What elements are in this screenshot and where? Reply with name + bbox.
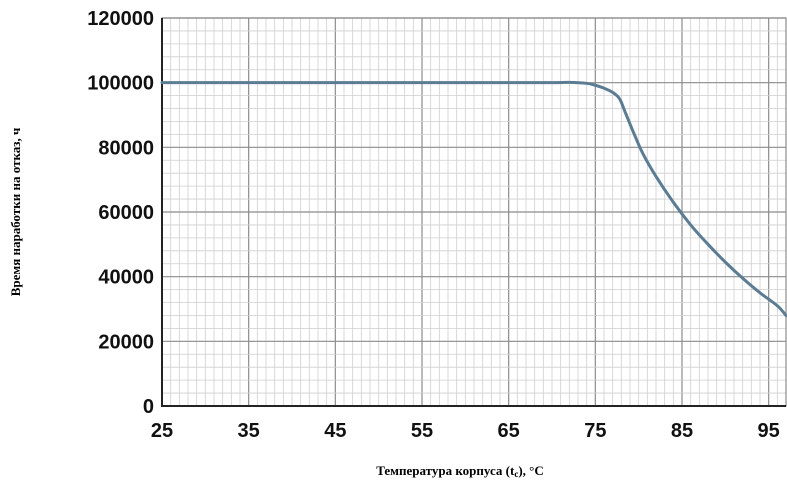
y-tick-label: 100000 bbox=[87, 73, 154, 95]
y-tick-label: 120000 bbox=[87, 8, 154, 30]
x-axis-label: Температура корпуса (tc), °C bbox=[376, 463, 544, 479]
x-tick-label: 65 bbox=[498, 420, 520, 442]
x-tick-label: 35 bbox=[238, 420, 260, 442]
y-tick-label: 80000 bbox=[98, 137, 154, 159]
y-tick-label: 40000 bbox=[98, 267, 154, 289]
y-tick-label: 20000 bbox=[98, 331, 154, 353]
x-tick-label: 95 bbox=[758, 420, 780, 442]
x-tick-label: 85 bbox=[671, 420, 693, 442]
x-tick-label: 55 bbox=[411, 420, 433, 442]
x-axis-label-subscript: c bbox=[514, 469, 518, 479]
series-line-0 bbox=[160, 80, 787, 317]
x-tick-labels: 25 35 45 55 65 75 85 95 bbox=[151, 420, 780, 442]
y-axis-label: Время наработки на отказ, ч bbox=[8, 128, 23, 297]
x-tick-label: 45 bbox=[324, 420, 346, 442]
y-tick-labels: 0 20000 40000 60000 80000 100000 120000 bbox=[87, 8, 154, 418]
x-axis-label-unit: ), °C bbox=[518, 463, 543, 478]
x-tick-label: 75 bbox=[584, 420, 606, 442]
series-group bbox=[160, 80, 787, 317]
x-tick-label: 25 bbox=[151, 420, 173, 442]
y-tick-label: 60000 bbox=[98, 202, 154, 224]
x-axis-label-main: Температура корпуса (t bbox=[376, 463, 515, 478]
grid bbox=[161, 17, 787, 407]
y-tick-label: 0 bbox=[143, 396, 154, 418]
